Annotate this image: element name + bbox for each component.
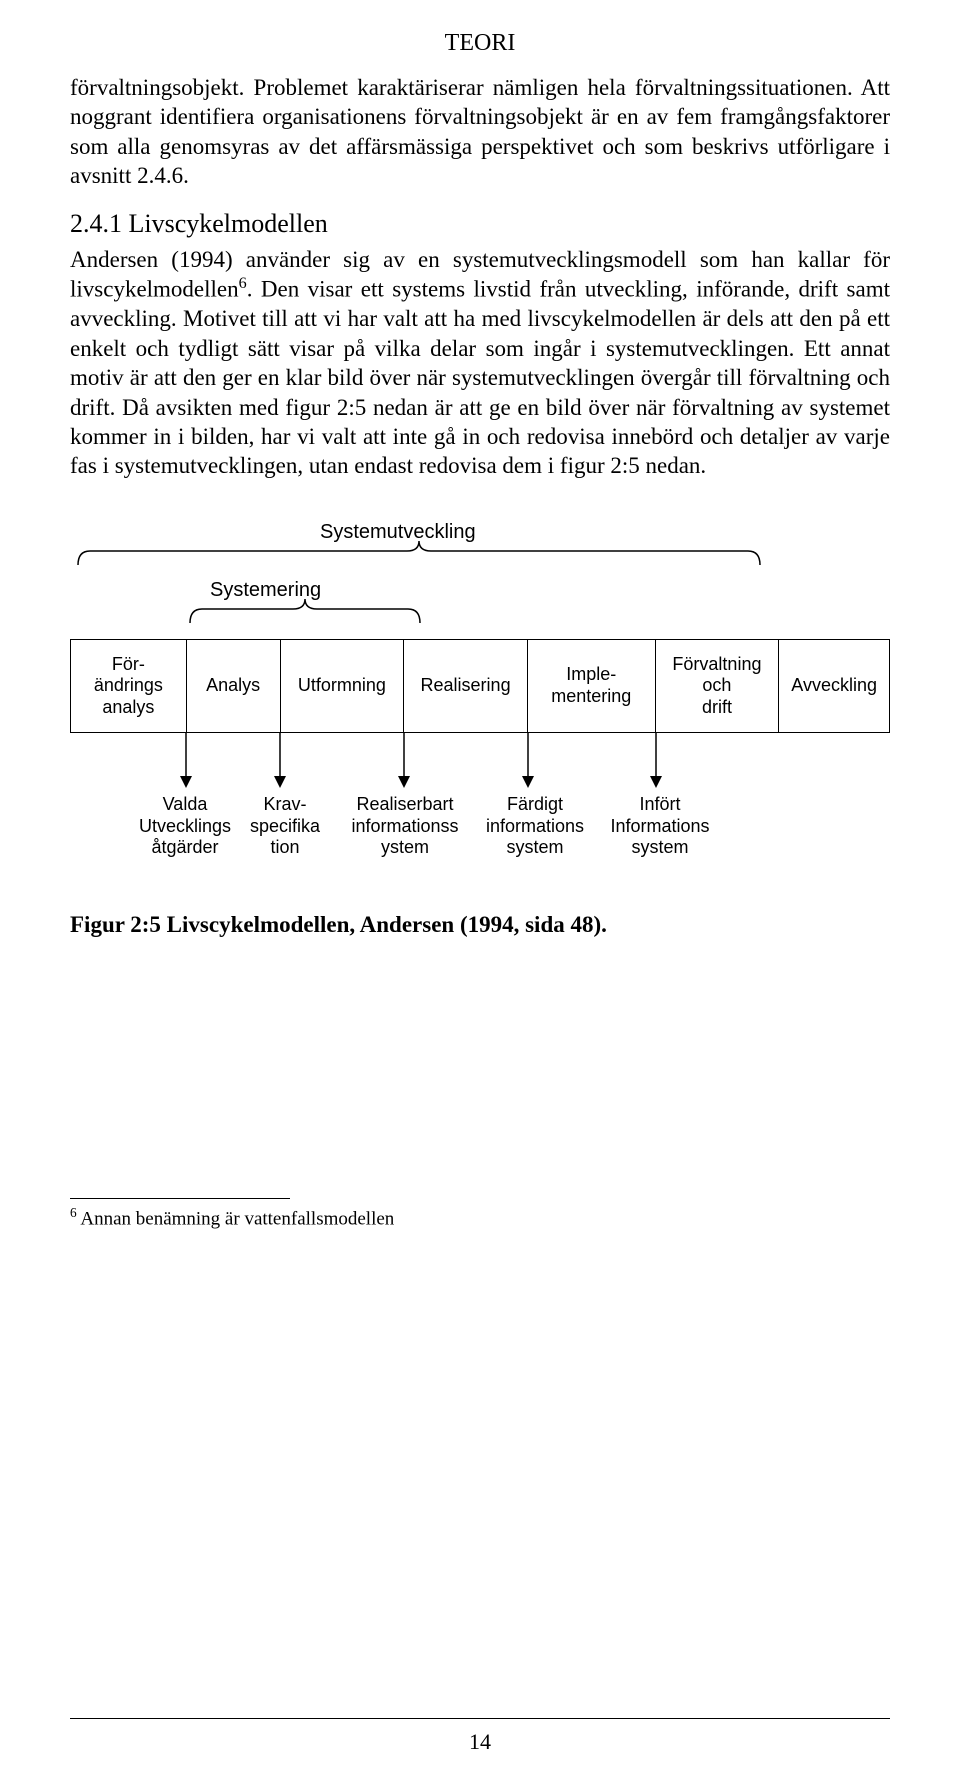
phase-arrows [70,732,890,792]
phase-cell: Utformning [281,640,405,732]
phase-cell: Realisering [404,640,528,732]
paragraph-intro: förvaltningsobjekt. Problemet karaktäris… [70,73,890,191]
footnote-marker: 6 [70,1205,77,1220]
diagram-braces [70,521,890,631]
footnote-text: Annan benämning är vattenfallsmodellen [77,1208,395,1229]
phase-cell: Imple-mentering [528,640,656,732]
paragraph-241: Andersen (1994) använder sig av en syste… [70,245,890,481]
page-footer-rule [70,1718,890,1719]
phase-cell: Avveckling [779,640,889,732]
page-number: 14 [70,1729,890,1755]
phase-cell: Analys [187,640,281,732]
brace-label-sys: Systemering [210,579,321,602]
subheading-241: 2.4.1 Livscykelmodellen [70,209,890,239]
footnote-rule [70,1198,290,1199]
phase-output: Krav-specifikation [240,792,330,859]
phase-output: Färdigtinformationssystem [470,792,600,859]
lifecycle-diagram: Systemutveckling Systemering För-ändring… [70,521,890,938]
phase-output: ValdaUtvecklingsåtgärder [120,792,250,859]
footnote-ref-6: 6 [239,275,247,292]
phase-outputs: ValdaUtvecklingsåtgärderKrav-specifikati… [70,792,890,872]
para2-part-b: . Den visar ett systems livstid från utv… [70,277,890,479]
figure-caption: Figur 2:5 Livscykelmodellen, Andersen (1… [70,912,890,938]
footnote-6: 6 Annan benämning är vattenfallsmodellen [70,1205,890,1230]
phase-output: InförtInformationssystem [595,792,725,859]
brace-label-dev: Systemutveckling [320,521,476,544]
phase-cell: Förvaltningochdrift [656,640,780,732]
phase-cell: För-ändringsanalys [71,640,187,732]
phase-output: Realiserbartinformationssystem [330,792,480,859]
page-header: TEORI [70,30,890,57]
phase-row: För-ändringsanalysAnalysUtformningRealis… [70,639,890,733]
page: TEORI förvaltningsobjekt. Problemet kara… [0,0,960,1775]
